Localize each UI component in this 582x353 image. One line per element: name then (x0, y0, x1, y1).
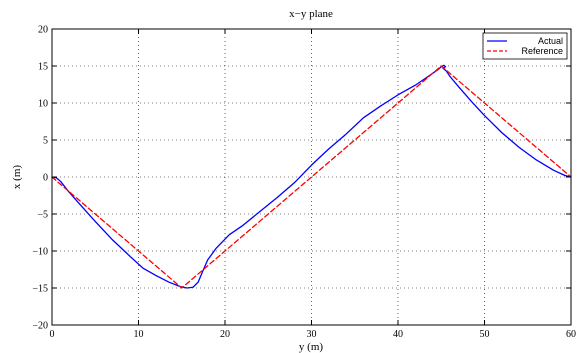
x-tick-label: 60 (566, 329, 576, 340)
y-tick-label: −15 (32, 284, 48, 295)
y-tick-label: −20 (32, 321, 48, 332)
y-tick-label: −5 (37, 210, 48, 221)
x-axis-label: y (m) (299, 341, 323, 353)
y-tick-label: 10 (38, 99, 48, 110)
y-tick-label: −10 (32, 247, 48, 258)
x-tick-label: 30 (307, 329, 317, 340)
x-tick-label: 40 (393, 329, 403, 340)
axis-ticks: 0 10 20 30 40 50 60 −20 −15 −10 −5 0 5 10 15 20 (32, 25, 576, 341)
x-tick-label: 0 (50, 329, 55, 340)
chart-title: x−y plane (289, 8, 333, 20)
x-tick-label: 20 (220, 329, 230, 340)
series-line-actual (51, 64, 572, 289)
x-tick-label: 10 (134, 329, 144, 340)
legend-label-reference: Reference (521, 46, 563, 56)
x-tick-label: 50 (480, 329, 490, 340)
legend-box (482, 32, 568, 60)
series-layer (51, 64, 572, 289)
y-tick-label: 15 (38, 62, 48, 73)
y-tick-label: 20 (38, 25, 48, 36)
y-axis-label: x (m) (11, 165, 23, 189)
series-line-reference (51, 65, 572, 289)
y-tick-label: 0 (43, 173, 48, 184)
y-tick-label: 5 (43, 136, 48, 147)
legend-label-actual: Actual (538, 36, 563, 46)
